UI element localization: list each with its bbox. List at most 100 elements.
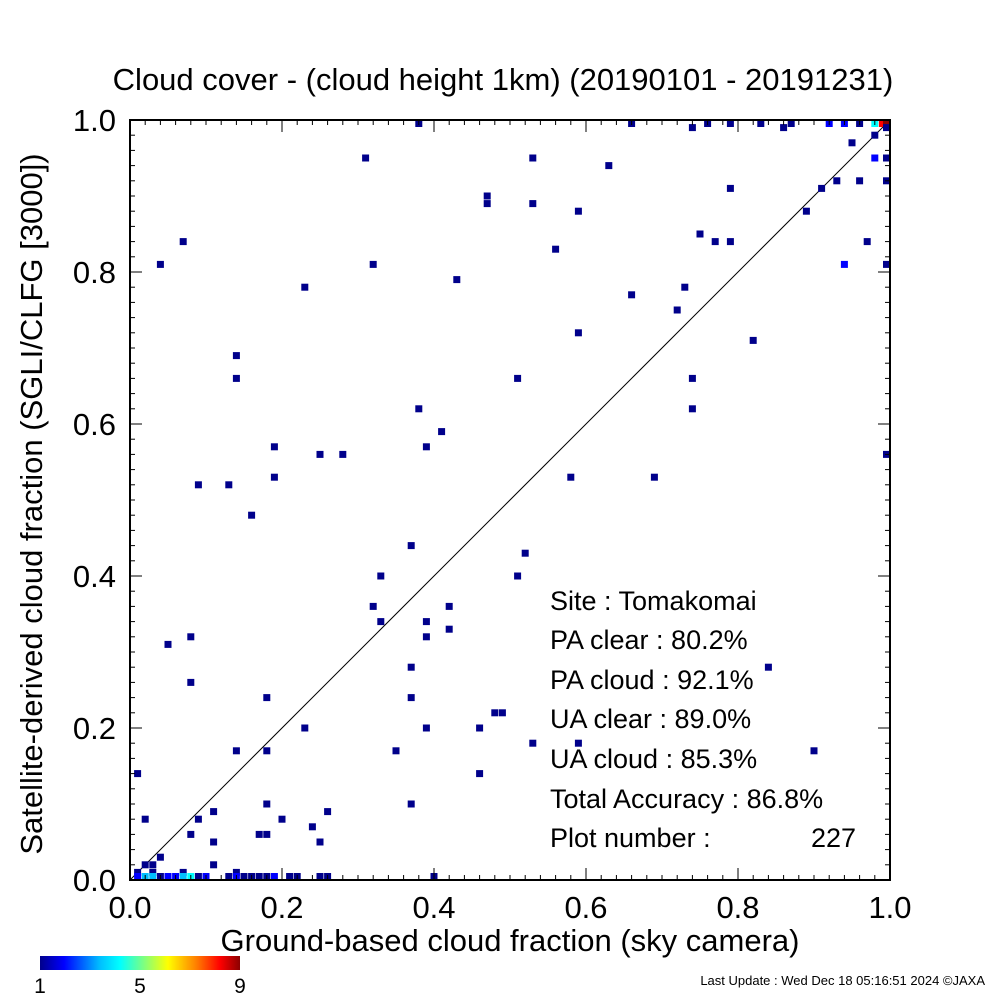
- data-point: [438, 428, 446, 436]
- data-point: [308, 823, 316, 831]
- data-point: [278, 815, 286, 823]
- data-point: [187, 633, 195, 641]
- colorbar-mid-label: 5: [134, 975, 146, 998]
- data-point: [179, 868, 187, 876]
- axis-ticks: [129, 119, 891, 881]
- data-point: [422, 443, 430, 451]
- data-point: [210, 838, 218, 846]
- data-point: [422, 633, 430, 641]
- plot-area: [129, 119, 891, 881]
- data-point: [552, 245, 560, 253]
- data-point: [883, 154, 890, 162]
- data-point: [187, 830, 195, 838]
- data-point: [164, 640, 172, 648]
- data-point: [605, 162, 613, 170]
- data-point: [407, 694, 415, 702]
- stat-site: Site : Tomakomai: [550, 586, 757, 616]
- data-point: [141, 861, 149, 869]
- data-point: [149, 861, 157, 869]
- data-point: [863, 238, 871, 246]
- stat-ua-clear: UA clear : 89.0%: [550, 704, 751, 734]
- data-point: [232, 374, 240, 382]
- one-to-one-line: [129, 119, 891, 881]
- data-point: [179, 873, 187, 880]
- data-point: [726, 120, 734, 127]
- data-point: [780, 124, 788, 132]
- data-point: [574, 739, 582, 747]
- colorbar-max-label: 9: [234, 975, 246, 998]
- data-point: [225, 873, 233, 880]
- x-tick-labels: 0.0 0.2 0.4 0.6 0.8 1.0: [108, 890, 911, 925]
- data-point: [149, 868, 157, 876]
- data-point: [688, 374, 696, 382]
- data-point: [871, 154, 879, 162]
- data-point: [324, 808, 332, 816]
- data-point: [726, 238, 734, 246]
- data-point: [574, 329, 582, 337]
- data-point: [407, 542, 415, 550]
- data-point: [134, 868, 142, 876]
- data-point: [871, 131, 879, 139]
- data-point: [156, 853, 164, 861]
- data-point: [818, 184, 826, 192]
- data-point: [141, 815, 149, 823]
- data-point: [392, 747, 400, 755]
- data-point: [521, 549, 529, 557]
- data-point: [194, 815, 202, 823]
- data-point: [134, 873, 142, 880]
- data-point: [476, 770, 484, 778]
- y-tick-labels: 0.0 0.2 0.4 0.6 0.8 1.0: [73, 103, 116, 898]
- data-point: [232, 352, 240, 360]
- stat-pa-cloud: PA cloud : 92.1%: [550, 665, 754, 695]
- y-tick-label: 1.0: [73, 103, 116, 138]
- data-point: [688, 405, 696, 413]
- data-point: [883, 124, 890, 132]
- x-tick-label: 0.8: [716, 890, 759, 925]
- data-point: [369, 260, 377, 268]
- data-point: [529, 154, 537, 162]
- data-point: [529, 200, 537, 208]
- stat-plot-number-value: 227: [811, 823, 856, 853]
- data-point: [263, 830, 271, 838]
- data-point: [187, 678, 195, 686]
- data-point: [688, 124, 696, 132]
- y-tick-label: 0.8: [73, 255, 116, 290]
- data-point: [225, 481, 233, 489]
- data-point: [301, 283, 309, 291]
- data-point: [270, 443, 278, 451]
- data-point: [422, 618, 430, 626]
- data-point: [232, 747, 240, 755]
- data-point: [883, 120, 890, 127]
- data-point: [415, 405, 423, 413]
- stat-plot-number-label: Plot number :: [550, 823, 711, 853]
- data-point: [369, 602, 377, 610]
- data-point: [514, 374, 522, 382]
- data-point: [483, 192, 491, 200]
- colorbar-gradient: [40, 956, 240, 970]
- data-point: [650, 473, 658, 481]
- x-tick-label: 0.4: [412, 890, 455, 925]
- data-point: [362, 154, 370, 162]
- data-point: [757, 120, 765, 127]
- y-tick-label: 0.6: [73, 407, 116, 442]
- data-point: [749, 336, 757, 344]
- data-point: [248, 511, 256, 519]
- data-point: [179, 238, 187, 246]
- y-tick-label: 0.4: [73, 559, 116, 594]
- data-point: [407, 663, 415, 671]
- data-point: [270, 873, 278, 880]
- data-point: [445, 625, 453, 633]
- data-point: [240, 873, 248, 880]
- data-point: [833, 177, 841, 185]
- data-point: [787, 120, 795, 127]
- data-point: [316, 838, 324, 846]
- data-point: [316, 873, 324, 880]
- stat-ua-cloud: UA cloud : 85.3%: [550, 744, 757, 774]
- data-point: [567, 473, 575, 481]
- y-tick-label: 0.2: [73, 711, 116, 746]
- data-point: [422, 724, 430, 732]
- data-point: [164, 873, 172, 880]
- data-point: [210, 808, 218, 816]
- data-point: [514, 572, 522, 580]
- data-point: [883, 260, 890, 268]
